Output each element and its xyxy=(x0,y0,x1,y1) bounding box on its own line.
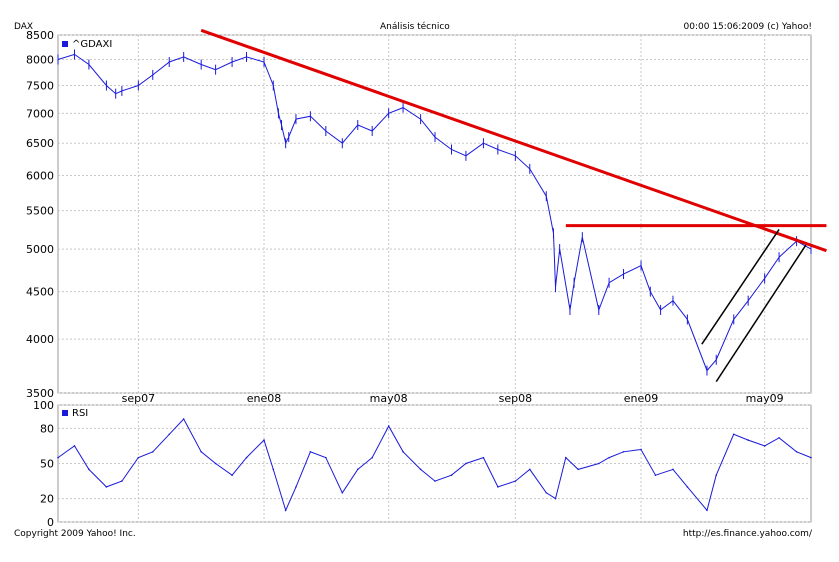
x-tick-label: sep07 xyxy=(122,392,155,405)
rsi-point xyxy=(356,468,359,471)
rsi-point xyxy=(231,474,233,477)
rsi-legend-swatch xyxy=(62,410,68,416)
price-y-tick-label: 7000 xyxy=(26,107,54,120)
rsi-point xyxy=(121,480,123,482)
rsi-point xyxy=(88,468,90,471)
rsi-point xyxy=(482,456,485,459)
rsi-point xyxy=(371,456,373,459)
rsi-point xyxy=(419,468,422,471)
rsi-series-line xyxy=(57,418,812,512)
rsi-point xyxy=(168,433,171,436)
rsi-point xyxy=(214,462,217,465)
rsi-point xyxy=(465,462,467,465)
price-panel: 3500 4000 4500 5000 5500 6000 6500 7000 7500 8000… xyxy=(26,28,827,405)
rsi-point xyxy=(577,468,579,471)
rsi-point xyxy=(137,456,140,459)
rsi-point xyxy=(654,474,657,477)
rsi-point xyxy=(245,456,248,459)
rsi-point xyxy=(325,456,327,459)
price-legend-label: ^GDAXI xyxy=(72,39,112,50)
rsi-point xyxy=(732,433,735,436)
copyright-text: Copyright 2009 Yahoo! Inc. xyxy=(14,529,136,539)
rsi-point xyxy=(795,451,798,453)
x-tick-label: may08 xyxy=(370,392,408,405)
rsi-point xyxy=(387,425,390,427)
rsi-y-tick-label: 50 xyxy=(40,458,54,471)
rsi-point xyxy=(747,439,749,441)
rsi-point xyxy=(497,486,499,488)
rsi-point xyxy=(272,468,275,471)
rsi-point xyxy=(105,486,108,488)
source-url[interactable]: http://es.finance.yahoo.com/ xyxy=(682,529,812,539)
price-series-line xyxy=(57,53,812,372)
rsi-point xyxy=(514,480,517,482)
rsi-point xyxy=(200,451,202,453)
rsi-point xyxy=(763,445,766,447)
x-tick-label: may09 xyxy=(746,392,784,405)
rsi-point xyxy=(598,462,600,465)
x-tick-label: sep08 xyxy=(499,392,532,405)
rsi-point xyxy=(284,509,287,512)
price-y-tick-label: 8500 xyxy=(26,29,54,42)
price-y-tick-label: 3500 xyxy=(26,387,54,400)
chart-timestamp: 00:00 15:06:2009 (c) Yahoo! xyxy=(683,22,812,32)
chart-symbol-label: DAX xyxy=(14,22,34,32)
rsi-legend-label: RSI xyxy=(72,408,88,419)
rsi-point xyxy=(57,456,59,459)
rsi-panel: 0 20 50 80 100 RSI xyxy=(33,399,812,529)
rsi-point xyxy=(341,491,344,494)
price-y-tick-label: 5000 xyxy=(26,243,54,256)
price-y-tick-label: 4500 xyxy=(26,286,54,299)
price-y-tick-label: 6500 xyxy=(26,137,54,150)
rsi-point xyxy=(706,509,708,512)
price-legend-swatch xyxy=(62,41,68,47)
rsi-point xyxy=(434,480,436,482)
rsi-point xyxy=(151,451,154,453)
price-y-tick-label: 6000 xyxy=(26,170,54,183)
rsi-y-tick-label: 100 xyxy=(33,399,54,412)
rsi-point xyxy=(686,486,689,488)
x-tick-label: ene09 xyxy=(624,392,659,405)
chart-title: Análisis técnico xyxy=(380,22,450,32)
rsi-point xyxy=(608,456,610,459)
price-y-tick-label: 5500 xyxy=(26,205,54,218)
price-y-tick-label: 4000 xyxy=(26,333,54,346)
rsi-point xyxy=(295,486,297,488)
rsi-point xyxy=(622,451,625,453)
rsi-point xyxy=(810,456,812,459)
rsi-y-tick-label: 20 xyxy=(40,493,54,506)
rsi-y-tick-label: 0 xyxy=(47,516,54,529)
rsi-point xyxy=(715,474,718,477)
channel-line-annotation xyxy=(701,228,780,345)
channel-line-annotation xyxy=(715,244,807,383)
rsi-point xyxy=(545,491,548,494)
rsi-y-tick-label: 80 xyxy=(40,422,54,435)
rsi-point xyxy=(402,451,404,453)
rsi-point xyxy=(554,497,557,500)
price-y-tick-label: 8000 xyxy=(26,53,54,66)
rsi-point xyxy=(565,456,567,459)
rsi-point xyxy=(778,436,780,439)
rsi-point xyxy=(263,439,265,441)
price-y-tick-label: 7500 xyxy=(26,79,54,92)
trendline-annotation xyxy=(200,28,827,253)
x-tick-label: ene08 xyxy=(247,392,282,405)
rsi-point xyxy=(182,418,185,420)
rsi-point xyxy=(528,468,531,471)
rsi-point xyxy=(309,451,312,453)
rsi-point xyxy=(73,445,76,447)
rsi-point xyxy=(450,474,453,477)
rsi-point xyxy=(640,448,642,451)
rsi-point xyxy=(672,468,674,471)
